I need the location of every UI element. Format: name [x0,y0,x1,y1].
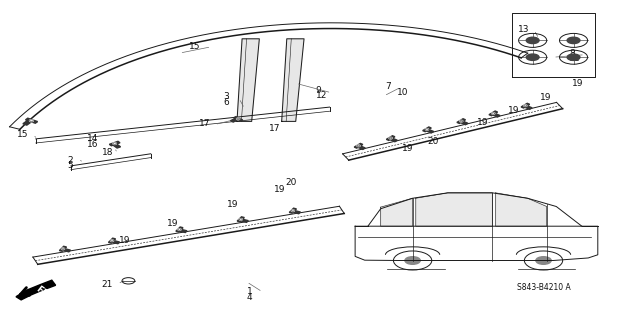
Polygon shape [282,39,304,122]
Text: 9: 9 [316,86,321,95]
Circle shape [357,145,360,147]
Polygon shape [426,130,434,133]
Polygon shape [461,121,468,125]
Polygon shape [495,193,547,226]
Circle shape [536,257,551,264]
Text: 2: 2 [68,156,74,165]
Text: 17: 17 [198,119,210,129]
Text: 13: 13 [518,25,529,34]
Polygon shape [108,238,116,243]
Polygon shape [113,144,120,148]
Polygon shape [289,208,296,213]
Circle shape [405,257,420,264]
Text: 1: 1 [246,287,252,296]
Circle shape [61,248,65,249]
Circle shape [526,54,539,60]
Circle shape [460,120,463,122]
Text: 4: 4 [246,293,252,302]
Text: 18: 18 [102,148,113,157]
Text: 19: 19 [227,200,239,209]
Polygon shape [416,193,492,226]
Circle shape [426,129,429,130]
Circle shape [524,105,527,107]
Polygon shape [176,227,183,232]
Text: 7: 7 [385,82,391,91]
Polygon shape [26,118,38,123]
Polygon shape [109,141,120,146]
Polygon shape [493,114,500,117]
Polygon shape [63,249,70,252]
Circle shape [237,118,239,120]
Text: 15: 15 [17,130,28,139]
Polygon shape [457,119,465,123]
Polygon shape [16,280,56,300]
Polygon shape [241,219,248,222]
Text: 15: 15 [189,42,200,51]
Circle shape [567,54,580,60]
Polygon shape [381,198,413,226]
Polygon shape [234,117,243,121]
Polygon shape [230,118,237,122]
Text: FR.: FR. [34,284,52,301]
Text: 19: 19 [119,236,131,245]
Text: 6: 6 [223,98,228,107]
Polygon shape [390,138,397,142]
Polygon shape [112,241,120,244]
Text: 19: 19 [274,184,285,194]
Text: 19: 19 [476,117,488,127]
Circle shape [567,37,580,44]
Text: 19: 19 [572,79,584,88]
Polygon shape [237,39,259,122]
Polygon shape [180,229,187,233]
Circle shape [492,113,495,114]
Text: 19: 19 [402,144,413,153]
Polygon shape [358,146,365,149]
Text: 21: 21 [102,279,113,288]
Text: 8: 8 [569,48,575,58]
Text: 10: 10 [397,88,408,97]
Text: S843-B4210 A: S843-B4210 A [516,283,570,292]
Circle shape [526,37,539,44]
Text: 20: 20 [285,178,296,187]
Polygon shape [293,211,300,214]
Text: 12: 12 [316,92,327,100]
Text: 17: 17 [269,124,280,133]
Text: 16: 16 [87,140,99,149]
Circle shape [178,229,181,230]
Circle shape [389,137,392,139]
Polygon shape [354,144,363,148]
Text: 19: 19 [540,93,552,102]
Circle shape [291,210,294,211]
Text: 19: 19 [167,219,178,227]
Polygon shape [60,246,67,251]
Polygon shape [521,103,530,108]
Text: 11: 11 [569,54,580,63]
Polygon shape [422,127,431,132]
Text: 14: 14 [87,134,99,143]
Polygon shape [489,111,497,116]
Polygon shape [525,106,532,109]
Circle shape [111,240,113,241]
Circle shape [113,143,116,145]
Text: 19: 19 [508,106,520,115]
Polygon shape [237,217,244,222]
Polygon shape [23,121,31,125]
Text: 5: 5 [68,161,74,170]
Text: 20: 20 [428,137,438,145]
Circle shape [29,120,33,122]
Text: 3: 3 [223,93,228,101]
Polygon shape [387,136,395,140]
Circle shape [239,219,243,220]
